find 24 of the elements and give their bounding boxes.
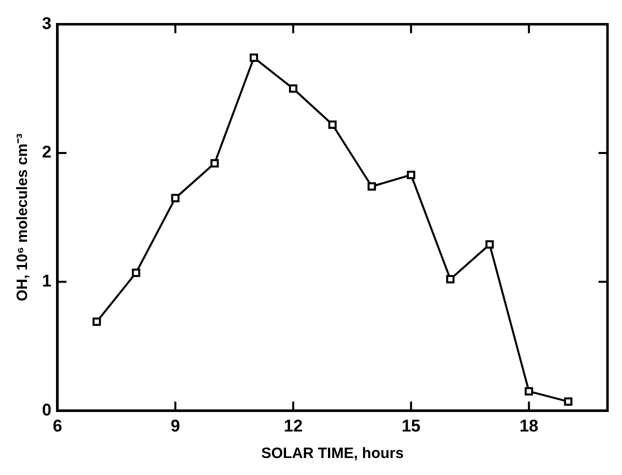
point — [328, 120, 337, 129]
y-tick-label: 0 — [42, 400, 52, 420]
x-tick-label: 15 — [402, 416, 421, 436]
x-tick-label: 18 — [519, 416, 538, 436]
x-tick-label: 6 — [52, 416, 62, 436]
point — [406, 170, 416, 180]
y-axis-title: OH, 10⁶ molecules cm⁻³ — [14, 133, 32, 302]
y-tick-label: 1 — [42, 271, 52, 290]
point — [524, 387, 534, 396]
point — [446, 275, 455, 284]
x-tick-label: 12 — [284, 416, 303, 436]
point — [289, 84, 298, 93]
x-tick-label: 9 — [170, 416, 180, 436]
point — [368, 182, 376, 191]
point — [210, 159, 219, 168]
y-tick-label: 2 — [42, 142, 52, 162]
point — [564, 397, 572, 406]
y-tick-label: 3 — [42, 14, 52, 33]
point — [171, 194, 180, 202]
point — [132, 268, 140, 277]
point — [485, 240, 494, 249]
point — [92, 318, 101, 326]
point — [250, 54, 258, 62]
x-axis-title: SOLAR TIME, hours — [261, 445, 404, 462]
